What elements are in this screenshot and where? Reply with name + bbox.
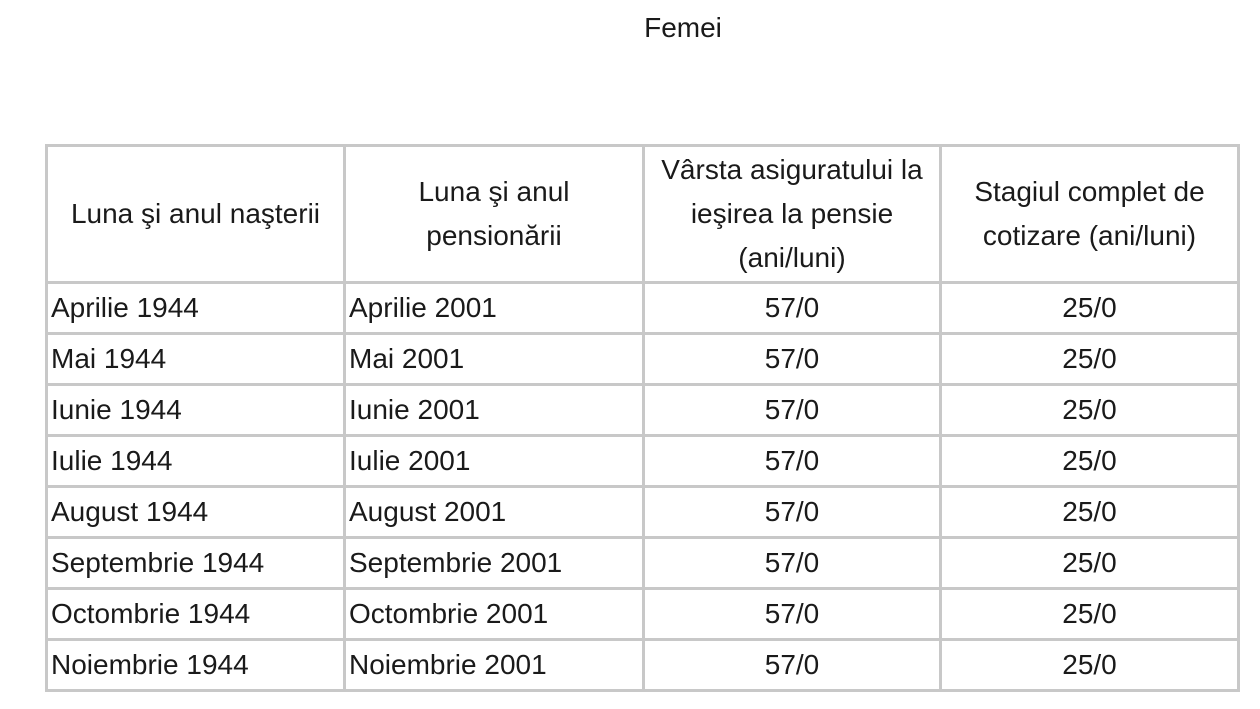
- page-title: Femei: [644, 12, 722, 43]
- age-cell: 57/0: [642, 485, 942, 539]
- retirement-cell: Mai 2001: [343, 332, 645, 386]
- age-cell: 57/0: [642, 434, 942, 488]
- table-row: Noiembrie 1944 Noiembrie 2001 57/0 25/0: [45, 638, 1240, 692]
- contribution-cell: 25/0: [939, 434, 1240, 488]
- table-row: August 1944 August 2001 57/0 25/0: [45, 485, 1240, 539]
- header-age: Vârsta asiguratului la ieşirea la pensie…: [642, 144, 942, 284]
- retirement-cell: Noiembrie 2001: [343, 638, 645, 692]
- birth-cell: Aprilie 1944: [45, 281, 346, 335]
- table-row: Mai 1944 Mai 2001 57/0 25/0: [45, 332, 1240, 386]
- table-row: Iulie 1944 Iulie 2001 57/0 25/0: [45, 434, 1240, 488]
- table-header-row: Luna şi anul naşterii Luna şi anul pensi…: [45, 144, 1240, 284]
- birth-cell: Noiembrie 1944: [45, 638, 346, 692]
- age-cell: 57/0: [642, 383, 942, 437]
- contribution-cell: 25/0: [939, 383, 1240, 437]
- table-row: Septembrie 1944 Septembrie 2001 57/0 25/0: [45, 536, 1240, 590]
- contribution-cell: 25/0: [939, 587, 1240, 641]
- contribution-cell: 25/0: [939, 281, 1240, 335]
- retirement-cell: Iulie 2001: [343, 434, 645, 488]
- table-row: Iunie 1944 Iunie 2001 57/0 25/0: [45, 383, 1240, 437]
- age-cell: 57/0: [642, 638, 942, 692]
- birth-cell: Octombrie 1944: [45, 587, 346, 641]
- age-cell: 57/0: [642, 281, 942, 335]
- retirement-cell: Septembrie 2001: [343, 536, 645, 590]
- birth-cell: Iunie 1944: [45, 383, 346, 437]
- header-birth: Luna şi anul naşterii: [45, 144, 346, 284]
- retirement-cell: Aprilie 2001: [343, 281, 645, 335]
- age-cell: 57/0: [642, 587, 942, 641]
- table-row: Aprilie 1944 Aprilie 2001 57/0 25/0: [45, 281, 1240, 335]
- birth-cell: Iulie 1944: [45, 434, 346, 488]
- contribution-cell: 25/0: [939, 485, 1240, 539]
- contribution-cell: 25/0: [939, 638, 1240, 692]
- retirement-cell: Octombrie 2001: [343, 587, 645, 641]
- header-contribution: Stagiul complet de cotizare (ani/luni): [939, 144, 1240, 284]
- age-cell: 57/0: [642, 536, 942, 590]
- birth-cell: Septembrie 1944: [45, 536, 346, 590]
- retirement-cell: August 2001: [343, 485, 645, 539]
- table-row: Octombrie 1944 Octombrie 2001 57/0 25/0: [45, 587, 1240, 641]
- retirement-table: Luna şi anul naşterii Luna şi anul pensi…: [45, 144, 1240, 692]
- birth-cell: Mai 1944: [45, 332, 346, 386]
- age-cell: 57/0: [642, 332, 942, 386]
- birth-cell: August 1944: [45, 485, 346, 539]
- retirement-cell: Iunie 2001: [343, 383, 645, 437]
- contribution-cell: 25/0: [939, 536, 1240, 590]
- header-retirement: Luna şi anul pensionării: [343, 144, 645, 284]
- contribution-cell: 25/0: [939, 332, 1240, 386]
